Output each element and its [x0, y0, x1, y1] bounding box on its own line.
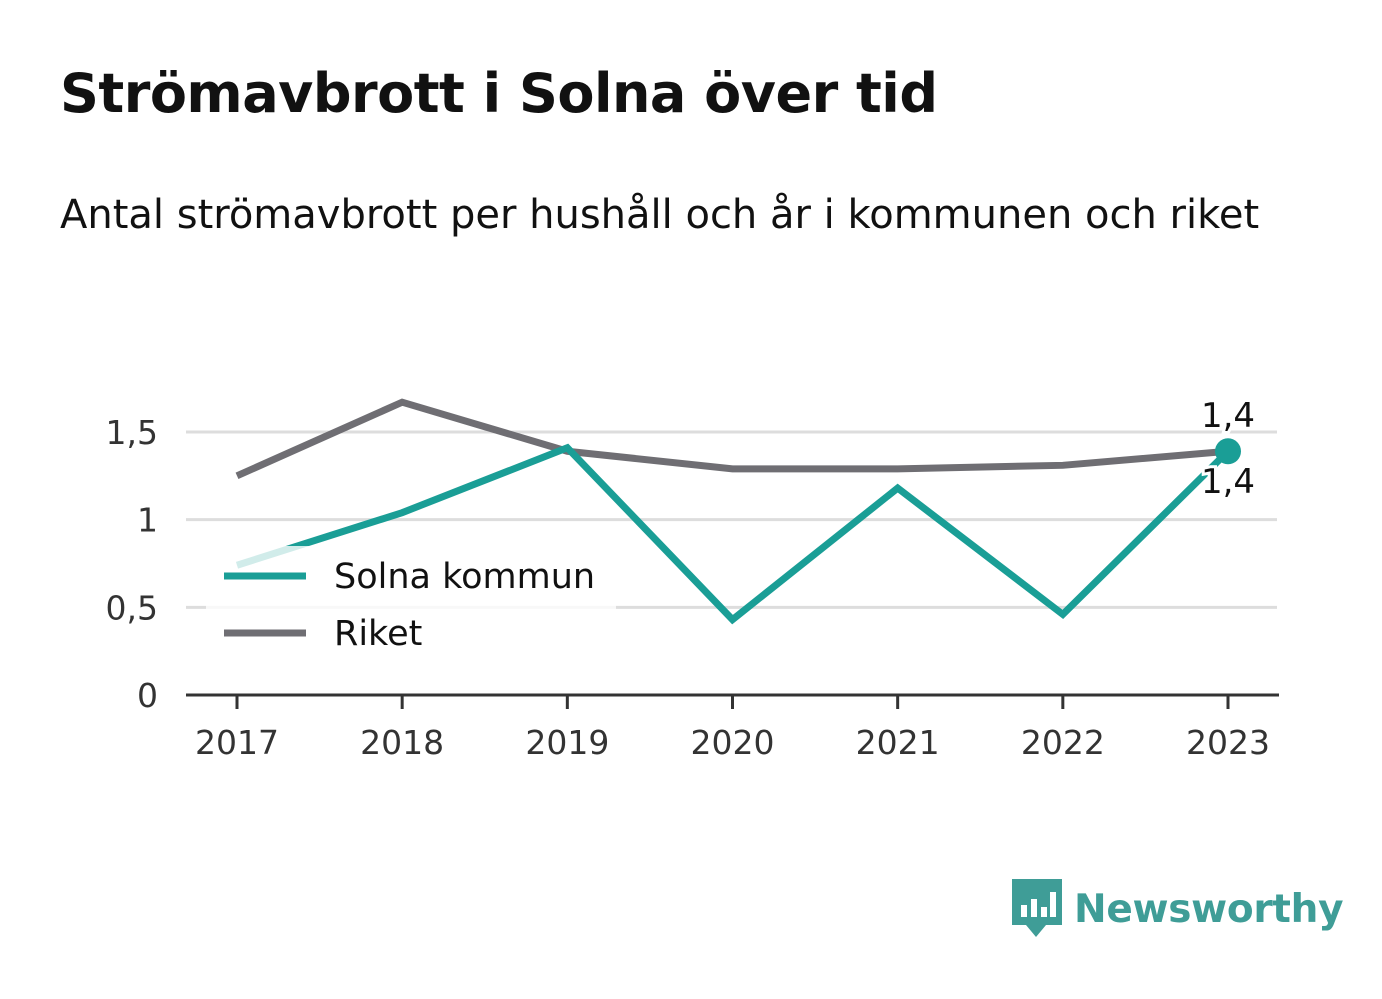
- legend-background: [206, 546, 616, 662]
- x-axis: [186, 693, 1279, 709]
- y-axis-tick-labels: 0 0,5 1 1,5: [106, 413, 158, 715]
- x-tick-label: 2018: [360, 723, 444, 762]
- y-tick-label: 0,5: [106, 588, 158, 627]
- newsworthy-logo-icon: [1012, 879, 1062, 937]
- x-tick-label: 2022: [1021, 723, 1105, 762]
- end-marker: [1215, 438, 1241, 465]
- legend: Solna kommun Riket: [206, 546, 616, 662]
- x-axis-tick-labels: 2017 2018 2019 2020 2021 2022 2023: [195, 723, 1270, 762]
- chart-subtitle: Antal strömavbrott per hushåll och år i …: [60, 192, 1260, 238]
- y-tick-label: 1,5: [106, 413, 158, 452]
- data-labels: 1,4 1,4: [1198, 393, 1258, 505]
- legend-label: Riket: [334, 614, 422, 654]
- series-line-riket: [235, 398, 1229, 480]
- brand-logo: Newsworthy: [1012, 878, 1344, 940]
- data-label-solna-2023: 1,4: [1201, 462, 1255, 502]
- y-tick-label: 0: [137, 676, 158, 715]
- series-lines: [235, 398, 1241, 625]
- y-tick-label: 1: [137, 501, 158, 540]
- brand-name: Newsworthy: [1074, 886, 1344, 932]
- data-label-riket-2023: 1,4: [1201, 396, 1255, 436]
- x-tick-label: 2020: [691, 723, 775, 762]
- x-tick-label: 2023: [1186, 723, 1270, 762]
- x-tick-label: 2019: [525, 723, 609, 762]
- x-tick-label: 2021: [856, 723, 940, 762]
- chart-title: Strömavbrott i Solna över tid: [60, 62, 938, 125]
- x-tick-label: 2017: [195, 723, 279, 762]
- legend-label: Solna kommun: [334, 557, 595, 597]
